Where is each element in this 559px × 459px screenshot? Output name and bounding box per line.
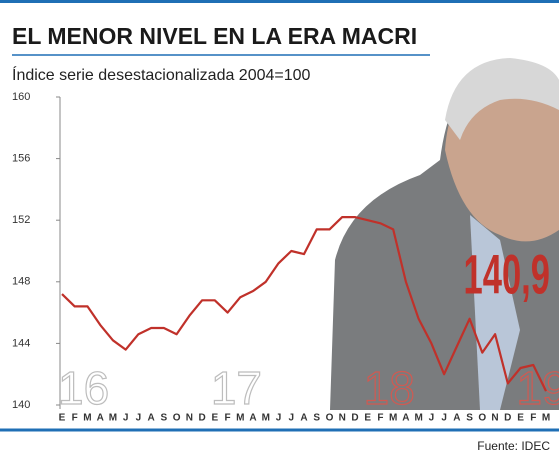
x-tick-label: D bbox=[351, 413, 358, 424]
x-tick-label: S bbox=[313, 413, 320, 424]
year-label: 17 bbox=[211, 362, 262, 414]
x-tick-label: M bbox=[109, 413, 117, 424]
y-tick-label: 152 bbox=[12, 214, 30, 226]
y-tick-label: 144 bbox=[12, 337, 30, 349]
x-tick-label: J bbox=[288, 413, 294, 424]
x-tick-label: N bbox=[339, 413, 346, 424]
x-tick-label: J bbox=[123, 413, 129, 424]
chart-title: EL MENOR NIVEL EN LA ERA MACRI bbox=[12, 23, 417, 49]
x-tick-label: A bbox=[402, 413, 409, 424]
y-tick-label: 156 bbox=[12, 153, 30, 165]
x-tick-label: A bbox=[97, 413, 104, 424]
x-tick-label: A bbox=[453, 413, 460, 424]
x-tick-label: M bbox=[262, 413, 270, 424]
x-tick-label: D bbox=[198, 413, 205, 424]
x-tick-label: J bbox=[136, 413, 142, 424]
x-tick-label: S bbox=[466, 413, 473, 424]
source: Fuente: IDEC bbox=[477, 439, 550, 453]
x-tick-label: M bbox=[389, 413, 397, 424]
year-label: 18 bbox=[364, 362, 415, 414]
top-bar bbox=[0, 0, 559, 3]
x-tick-label: E bbox=[59, 413, 66, 424]
x-tick-label: A bbox=[300, 413, 307, 424]
x-tick-label: A bbox=[249, 413, 256, 424]
x-tick-label: M bbox=[236, 413, 244, 424]
x-tick-label: N bbox=[491, 413, 498, 424]
x-tick-label: O bbox=[173, 413, 181, 424]
x-tick-label: E bbox=[517, 413, 524, 424]
x-tick-label: N bbox=[186, 413, 193, 424]
x-tick-label: M bbox=[83, 413, 91, 424]
chart-subtitle: Índice serie desestacionalizada 2004=100 bbox=[12, 65, 311, 84]
x-tick-label: F bbox=[377, 413, 383, 424]
x-tick-label: M bbox=[542, 413, 550, 424]
x-tick-label: O bbox=[326, 413, 334, 424]
x-tick-label: D bbox=[504, 413, 511, 424]
y-tick-label: 148 bbox=[12, 276, 30, 288]
x-tick-label: E bbox=[212, 413, 219, 424]
x-tick-label: F bbox=[225, 413, 231, 424]
y-tick-label: 160 bbox=[12, 91, 30, 103]
x-tick-label: J bbox=[429, 413, 435, 424]
year-label: 16 bbox=[58, 362, 109, 414]
y-tick-label: 140 bbox=[12, 399, 30, 411]
x-tick-label: O bbox=[478, 413, 486, 424]
x-tick-label: J bbox=[276, 413, 282, 424]
x-tick-label: M bbox=[414, 413, 422, 424]
value-label: 140,9 bbox=[464, 243, 550, 305]
x-tick-label: S bbox=[161, 413, 168, 424]
photo-placeholder bbox=[330, 58, 559, 410]
x-tick-label: E bbox=[364, 413, 371, 424]
x-tick-label: A bbox=[148, 413, 155, 424]
year-label: 19 bbox=[517, 362, 559, 414]
x-tick-label: F bbox=[72, 413, 78, 424]
x-tick-label: F bbox=[530, 413, 536, 424]
x-tick-label: J bbox=[441, 413, 447, 424]
